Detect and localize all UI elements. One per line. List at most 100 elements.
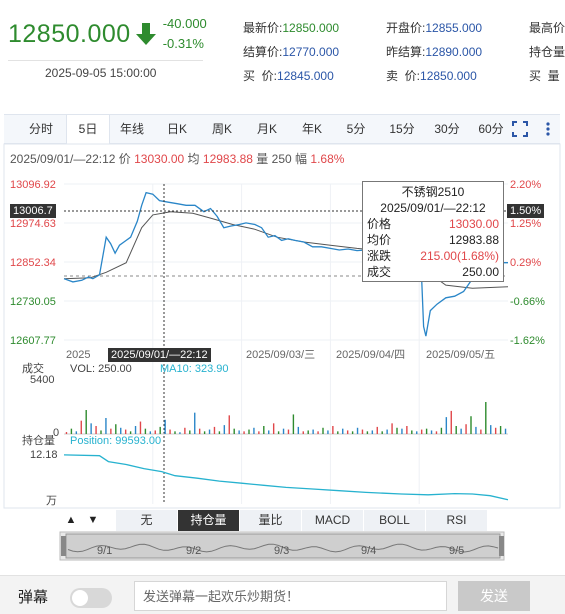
- quote-column-1: 最新价:12850.000 结算价:12770.000 买 价:12845.00…: [243, 16, 339, 88]
- navigator-left-handle: [61, 536, 66, 556]
- tab-5min[interactable]: 5分: [346, 122, 366, 136]
- tooltip-label: 均价: [367, 233, 392, 247]
- info-vol: 250: [271, 152, 292, 166]
- x-tick-label: 2025/09/05/五: [426, 349, 495, 361]
- info-range: 2025/09/01/—22:12: [10, 152, 116, 166]
- y-tick-left: 13096.92: [10, 179, 56, 191]
- x-tick-label: 2025/09/04/四: [336, 349, 405, 361]
- price-line: [63, 191, 508, 337]
- quote-label: 最高价: [529, 21, 565, 35]
- navigator-wave: [67, 543, 499, 553]
- tab-fenshi[interactable]: 分时: [28, 122, 53, 136]
- quote-value: 12890.000: [425, 45, 483, 59]
- navigator-label: 9/2: [186, 545, 201, 557]
- indicator-boll[interactable]: BOLL: [364, 510, 426, 531]
- quote-label: 买 量: [529, 69, 560, 83]
- position-title: 持仓量: [22, 433, 55, 447]
- position-unit-tick: 万: [46, 495, 57, 507]
- tooltip-contract: 不锈钢2510: [401, 185, 465, 199]
- y-tick-right: -1.62%: [510, 335, 545, 347]
- chart-canvas[interactable]: 13096.92 12974.63 12852.34 12730.05 12607.77…: [0, 0, 565, 575]
- navigator-label: 9/5: [449, 545, 464, 557]
- scroll-up-icon[interactable]: ▲: [60, 510, 82, 531]
- period-tabbar: 分时 5日 年线 日K 周K 月K 年K 5分 15分 30分 60分: [4, 114, 560, 144]
- tab-15min[interactable]: 15分: [389, 122, 415, 136]
- fullscreen-icon[interactable]: [512, 121, 528, 137]
- send-button[interactable]: 发送: [458, 581, 530, 611]
- crosshair-tooltip: 不锈钢2510 2025/09/01/—22:12 价格 13030.00 均价 1…: [362, 181, 504, 282]
- quote-label: 结算价:: [243, 45, 283, 59]
- down-arrow-icon: [135, 23, 156, 45]
- position-line: [63, 454, 509, 501]
- info-amp: 1.68%: [310, 152, 345, 166]
- navigator-right-handle: [499, 536, 504, 556]
- quote-label: 买 价:: [243, 69, 278, 83]
- quote-time: 2025-09-05 15:00:00: [45, 66, 157, 80]
- info-amp-label: 幅: [295, 152, 308, 166]
- quote-column-3: 最高价 持仓量 买 量: [529, 16, 565, 88]
- info-avg: 12983.88: [202, 152, 253, 166]
- indicator-none[interactable]: 无: [116, 510, 178, 531]
- y-tick-right: 0.29%: [510, 257, 541, 269]
- danmu-toggle[interactable]: [70, 588, 112, 608]
- quote-value: 12855.000: [425, 21, 483, 35]
- danmu-bar: 弹幕 发送: [0, 575, 565, 614]
- indicator-position[interactable]: 持仓量: [178, 510, 240, 531]
- crosshair-pct-tag: 1.50%: [507, 204, 545, 218]
- quote-value: 12850.000: [282, 21, 340, 35]
- crosshair-price-tag: 13006.7: [10, 204, 56, 218]
- volume-title: 成交: [22, 361, 44, 375]
- tab-year-line[interactable]: 年线: [119, 122, 144, 136]
- toggle-knob: [72, 590, 88, 606]
- tooltip-avg: 12983.88: [448, 233, 499, 247]
- tab-30min[interactable]: 30分: [434, 122, 460, 136]
- tooltip-label: 涨跌: [367, 249, 392, 263]
- quote-value: 12845.000: [277, 69, 334, 83]
- quote-label: 持仓量: [529, 45, 565, 59]
- position-label: Position: 99593.00: [70, 435, 161, 447]
- scroll-down-icon[interactable]: ▼: [82, 510, 104, 531]
- danmu-input[interactable]: [134, 581, 447, 611]
- quote-value: 12770.000: [282, 45, 340, 59]
- quote-divider: [8, 60, 203, 61]
- info-price-label: 价: [118, 152, 131, 166]
- tab-year-k[interactable]: 年K: [301, 122, 322, 136]
- position-top-tick: 12.18: [30, 449, 58, 461]
- quote-label: 昨结算:: [386, 45, 426, 59]
- tooltip-label: 价格: [367, 217, 392, 231]
- quote-value: 12850.000: [420, 69, 477, 83]
- tab-month-k[interactable]: 月K: [256, 122, 277, 136]
- quote-column-2: 开盘价:12855.000 昨结算:12890.000 卖 价:12850.00…: [386, 16, 482, 88]
- price-change-pct: -0.31%: [162, 36, 204, 51]
- last-price: 12850.000: [8, 19, 131, 48]
- x-tick-label: 2025/09/03/三: [246, 349, 315, 361]
- indicator-macd[interactable]: MACD: [302, 510, 364, 531]
- tab-60min[interactable]: 60分: [478, 122, 504, 136]
- indicator-volume-ratio[interactable]: 量比: [240, 510, 302, 531]
- volume-zero-tick: 0: [53, 427, 59, 439]
- y-tick-left: 12607.77: [10, 335, 56, 347]
- quote-summary: 12850.000 -40.000 -0.31%: [8, 14, 208, 54]
- price-change: -40.000: [162, 16, 207, 31]
- x-tick-label: 2025: [66, 349, 90, 361]
- quote-label: 开盘价:: [386, 21, 426, 35]
- tab-day-k[interactable]: 日K: [166, 122, 187, 136]
- y-tick-left: 12852.34: [10, 257, 56, 269]
- info-price: 13030.00: [134, 152, 185, 166]
- tab-5day[interactable]: 5日: [66, 115, 110, 144]
- crosshair-time-tag: 2025/09/01/—22:12: [108, 348, 211, 362]
- navigator-label: 9/3: [274, 545, 289, 557]
- y-tick-left: 12730.05: [10, 296, 56, 308]
- y-tick-left: 12974.63: [10, 218, 56, 230]
- y-tick-right: 1.25%: [510, 218, 541, 230]
- tooltip-change: 215.00(1.68%): [420, 249, 499, 263]
- volume-label: VOL: 250.00: [70, 363, 132, 375]
- tooltip-volume: 250.00: [462, 265, 499, 279]
- ma10-label: MA10: 323.90: [160, 363, 229, 375]
- tooltip-label: 成交: [367, 265, 392, 279]
- tab-week-k[interactable]: 周K: [211, 122, 232, 136]
- navigator-window: [65, 533, 501, 559]
- more-vertical-icon[interactable]: [540, 121, 556, 137]
- indicator-rsi[interactable]: RSI: [426, 510, 488, 531]
